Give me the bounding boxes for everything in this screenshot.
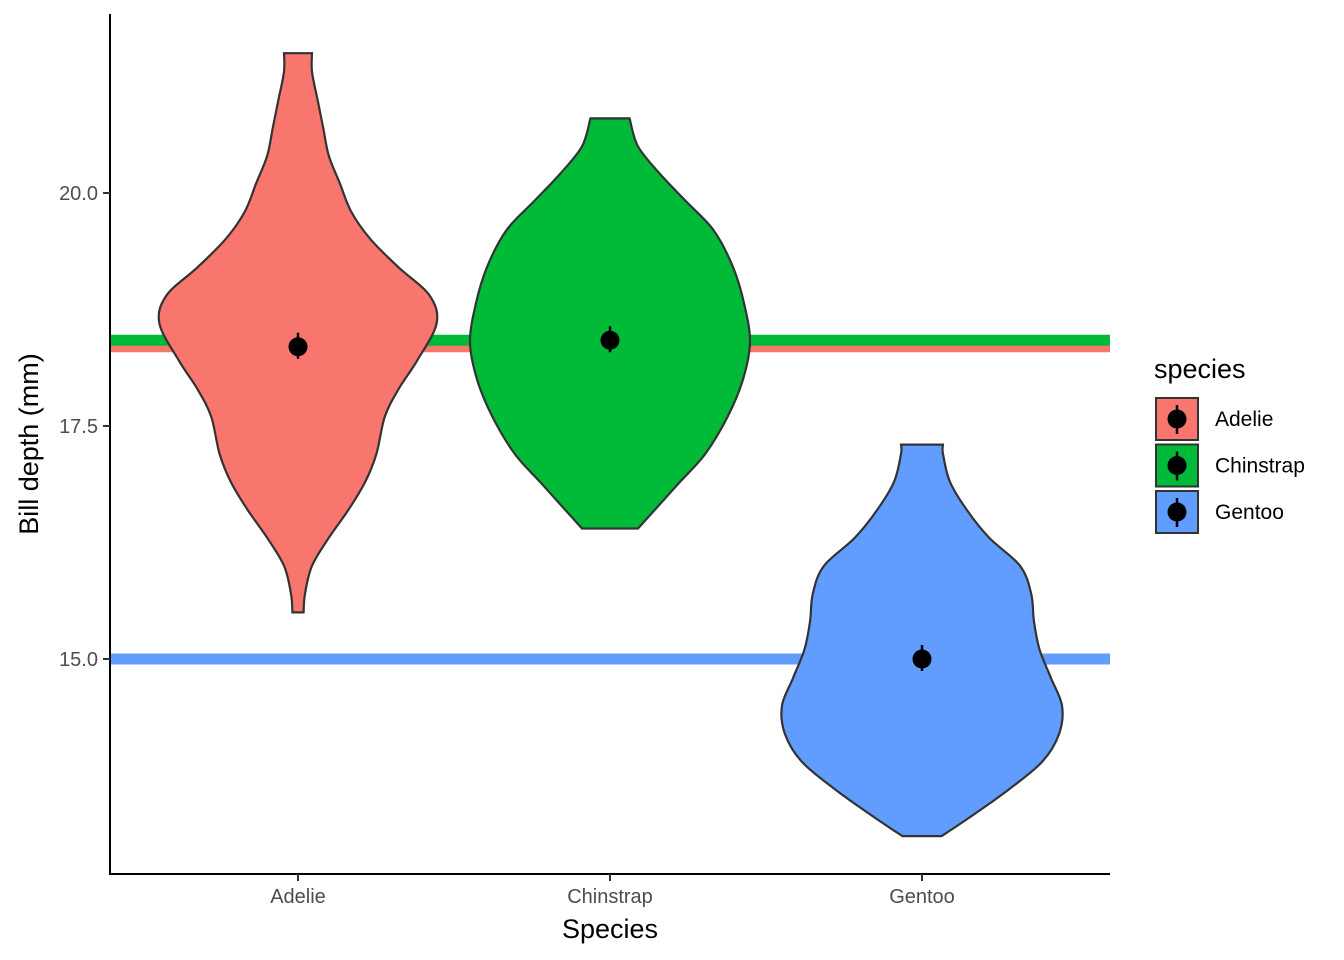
legend-key-point [1167, 409, 1187, 429]
legend-item-chinstrap: Chinstrap [1155, 443, 1305, 488]
x-tick-label: Gentoo [889, 886, 955, 908]
legend-label-adelie: Adelie [1215, 408, 1273, 431]
violin-chinstrap [468, 117, 752, 530]
legend: species Adelie Chinstrap Gentoo [1154, 354, 1305, 534]
legend-title: species [1154, 354, 1246, 384]
y-tick-label: 20.0 [59, 183, 98, 205]
legend-key-point [1167, 502, 1187, 522]
mean-point-adelie [288, 337, 308, 357]
mean-points [288, 326, 932, 671]
legend-label-chinstrap: Chinstrap [1215, 455, 1305, 478]
legend-item-gentoo: Gentoo [1155, 490, 1284, 534]
x-axis-title: Species [562, 914, 658, 944]
mean-point-chinstrap [600, 330, 620, 350]
legend-item-adelie: Adelie [1155, 397, 1273, 441]
y-tick-label: 15.0 [59, 649, 98, 671]
x-ticks: Adelie Chinstrap Gentoo [270, 874, 955, 908]
violin-gentoo [780, 443, 1064, 838]
y-tick-label: 17.5 [59, 416, 98, 438]
x-tick-label: Adelie [270, 886, 326, 908]
legend-label-gentoo: Gentoo [1215, 501, 1284, 524]
x-tick-label: Chinstrap [567, 886, 653, 908]
mean-point-gentoo [912, 649, 932, 669]
y-ticks: 15.0 17.5 20.0 [59, 183, 110, 671]
legend-key-point [1167, 456, 1187, 475]
violins [157, 52, 1064, 838]
y-axis-title: Bill depth (mm) [14, 353, 44, 535]
